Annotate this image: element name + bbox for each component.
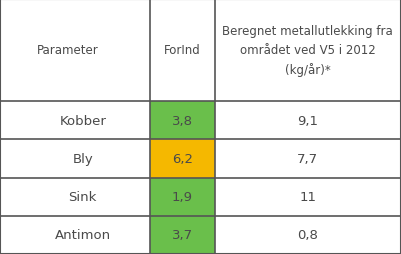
Text: Parameter: Parameter bbox=[37, 44, 99, 57]
Text: ForInd: ForInd bbox=[164, 44, 201, 57]
Text: 6,2: 6,2 bbox=[172, 152, 193, 165]
Text: Sink: Sink bbox=[69, 190, 97, 203]
Text: 0,8: 0,8 bbox=[297, 229, 318, 241]
Text: 9,1: 9,1 bbox=[297, 114, 318, 127]
Text: 1,9: 1,9 bbox=[172, 190, 193, 203]
Bar bbox=[150, 140, 215, 178]
Text: 7,7: 7,7 bbox=[297, 152, 318, 165]
Bar bbox=[150, 178, 215, 216]
Bar bbox=[150, 102, 215, 140]
Text: 3,7: 3,7 bbox=[172, 229, 193, 241]
Text: Kobber: Kobber bbox=[59, 114, 106, 127]
Text: 11: 11 bbox=[299, 190, 316, 203]
Text: 3,8: 3,8 bbox=[172, 114, 193, 127]
Bar bbox=[150, 216, 215, 254]
Text: Beregnet metallutlekking fra
området ved V5 i 2012
(kg/år)*: Beregnet metallutlekking fra området ved… bbox=[223, 25, 393, 77]
Text: Antimon: Antimon bbox=[55, 229, 111, 241]
Text: Bly: Bly bbox=[72, 152, 93, 165]
